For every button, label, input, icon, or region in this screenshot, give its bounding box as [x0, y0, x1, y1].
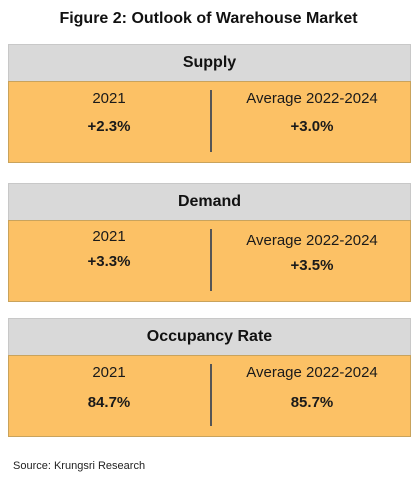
occupancy-2021-column: 2021 84.7%	[9, 356, 209, 436]
demand-panel: Demand 2021 +3.3% Average 2022-2024 +3.5…	[8, 183, 411, 302]
demand-average-value: +3.5%	[290, 257, 334, 274]
figure-title: Figure 2: Outlook of Warehouse Market	[59, 10, 358, 27]
supply-body: 2021 +2.3% Average 2022-2024 +3.0%	[8, 81, 411, 163]
occupancy-rate-panel: Occupancy Rate 2021 84.7% Average 2022-2…	[8, 318, 411, 437]
occupancy-rate-heading: Occupancy Rate	[8, 318, 411, 355]
demand-divider	[210, 229, 212, 291]
supply-2021-value: +2.3%	[87, 118, 131, 135]
demand-body: 2021 +3.3% Average 2022-2024 +3.5%	[8, 220, 411, 302]
occupancy-2021-value: 84.7%	[87, 394, 131, 411]
supply-average-label: Average 2022-2024	[246, 90, 378, 107]
supply-heading: Supply	[8, 44, 411, 81]
supply-panel: Supply 2021 +2.3% Average 2022-2024 +3.0…	[8, 44, 411, 163]
occupancy-divider	[210, 364, 212, 426]
occupancy-average-label: Average 2022-2024	[246, 364, 378, 381]
supply-2021-column: 2021 +2.3%	[9, 82, 209, 162]
source-note: Source: Krungsri Research	[13, 460, 146, 472]
supply-average-value: +3.0%	[290, 118, 334, 135]
demand-average-column: Average 2022-2024 +3.5%	[214, 221, 410, 301]
occupancy-rate-body: 2021 84.7% Average 2022-2024 85.7%	[8, 355, 411, 437]
supply-average-column: Average 2022-2024 +3.0%	[214, 82, 410, 162]
demand-average-label: Average 2022-2024	[246, 232, 378, 249]
occupancy-average-value: 85.7%	[290, 394, 334, 411]
demand-2021-label: 2021	[92, 228, 126, 245]
supply-divider	[210, 90, 212, 152]
occupancy-average-column: Average 2022-2024 85.7%	[214, 356, 410, 436]
demand-2021-column: 2021 +3.3%	[9, 221, 209, 301]
occupancy-2021-label: 2021	[92, 364, 126, 381]
demand-heading: Demand	[8, 183, 411, 220]
supply-2021-label: 2021	[92, 90, 126, 107]
demand-2021-value: +3.3%	[87, 253, 131, 270]
